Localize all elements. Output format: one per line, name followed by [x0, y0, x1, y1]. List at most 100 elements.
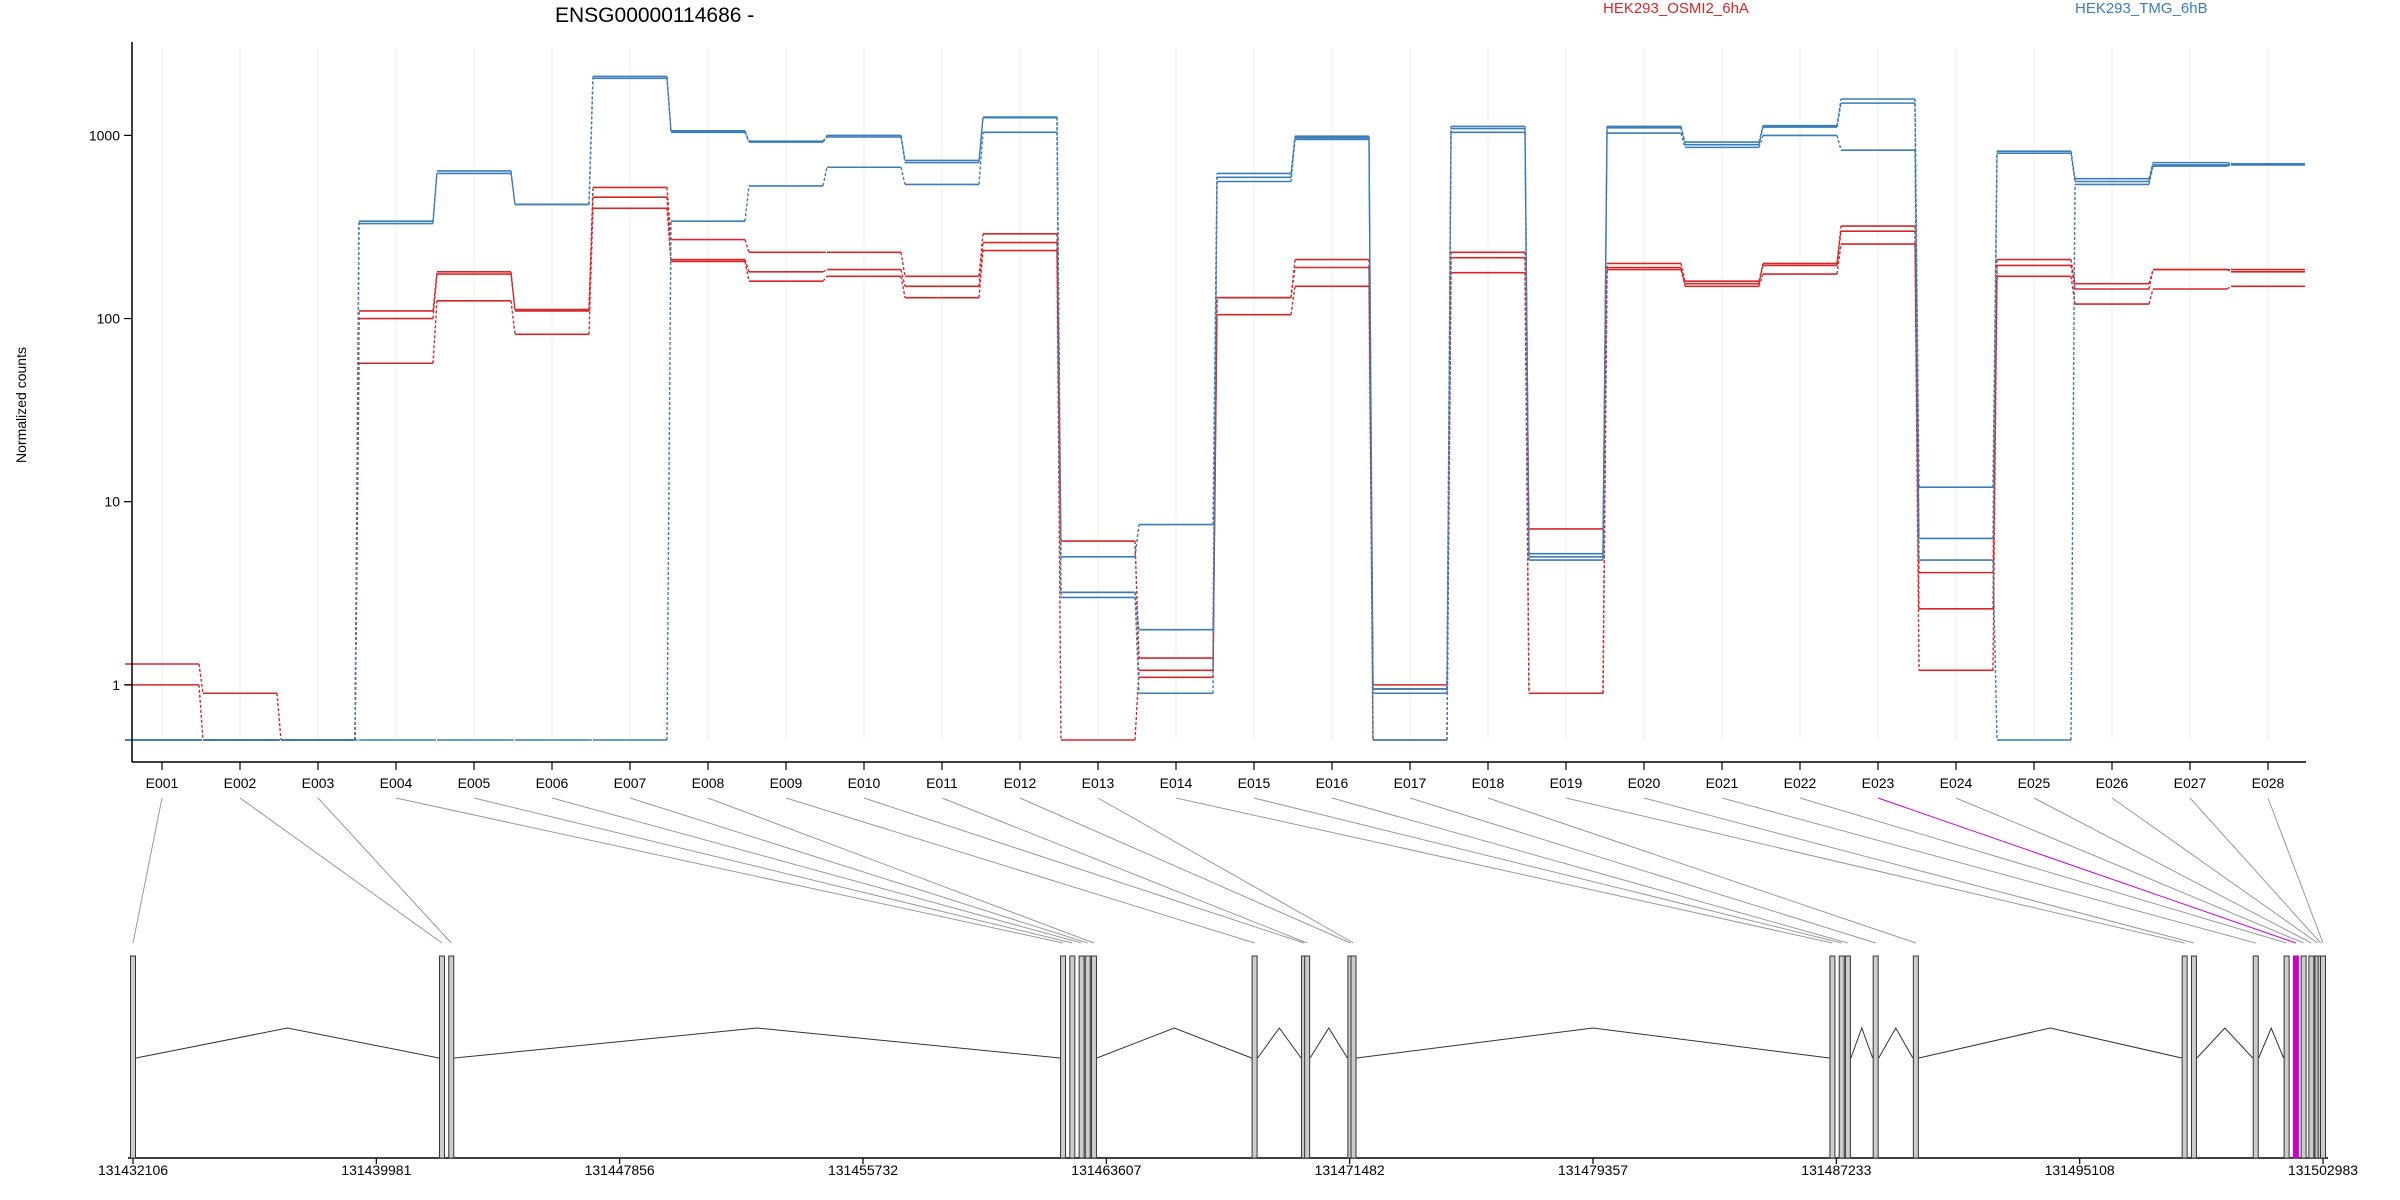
exon-connector-line [1955, 797, 2304, 944]
series-connector [1134, 524, 1140, 557]
series-connector [2226, 285, 2232, 290]
series-connector [666, 208, 672, 262]
axes: 1 10 100 1000 E001 E002 E003 E004 E005 E006 E007 E0… [89, 42, 2306, 791]
series-connector [1134, 541, 1140, 659]
series-HEK293_TMG_6hB [125, 131, 2305, 741]
exon-label: E013 [1082, 775, 1115, 791]
intron-arc [1878, 1026, 1914, 1059]
coordinate-label: 131487233 [1801, 1162, 1871, 1178]
intron-arc [1309, 1027, 1348, 1059]
series-connector [2070, 184, 2076, 741]
series-connector [1446, 132, 1452, 741]
exon-box [2292, 955, 2299, 1159]
series-connector [1056, 132, 1062, 598]
series-connector [2226, 164, 2232, 167]
series-connector [1992, 276, 1998, 671]
exon-connector-line [1721, 797, 2256, 944]
series-connector [1368, 286, 1374, 741]
exon-label: E017 [1394, 775, 1427, 791]
series-connector [900, 167, 906, 185]
series-connector [900, 269, 906, 287]
intron-arc [1356, 1027, 1830, 1059]
series-connector [1680, 269, 1686, 287]
y-tick-label: 100 [97, 311, 121, 327]
exon-label: E027 [2174, 775, 2207, 791]
exon-label: E028 [2252, 775, 2285, 791]
exon-label: E012 [1004, 775, 1037, 791]
series-connector [1134, 670, 1140, 741]
exon-connector-line [2189, 797, 2321, 944]
coordinate-label: 131439981 [341, 1162, 411, 1178]
exon-box [1084, 955, 1091, 1159]
exon-box [1090, 955, 1097, 1159]
exon-box [2320, 955, 2326, 1159]
series-connector [1368, 139, 1374, 741]
series-connector [1602, 269, 1608, 694]
exon-label: E020 [1628, 775, 1661, 791]
series-connector [1758, 126, 1764, 145]
exon-label: E003 [302, 775, 335, 791]
series-connector [1836, 225, 1842, 264]
coordinate-label: 131502983 [2288, 1162, 2358, 1178]
series-connector [744, 261, 750, 282]
exon-box [2252, 955, 2259, 1159]
exon-box [1304, 955, 1311, 1159]
series-connector [900, 276, 906, 298]
exon-label: E008 [692, 775, 725, 791]
series-connector [1836, 135, 1842, 151]
series-connector [744, 185, 750, 222]
series-connector [1758, 265, 1764, 284]
series-connector [978, 117, 984, 163]
exon-connector-line [2033, 797, 2312, 944]
coordinate-label: 131471482 [1315, 1162, 1385, 1178]
intron-arc [454, 1027, 1061, 1059]
series-connector [432, 173, 438, 224]
exon-box [1078, 955, 1085, 1159]
series-connector [1914, 244, 1920, 671]
series-connector [1290, 267, 1296, 298]
exon-connector-line [1253, 797, 1842, 944]
series-connector [666, 78, 672, 133]
exon-connector-line [317, 797, 452, 944]
series-connector [822, 275, 828, 282]
exon-box [2308, 955, 2315, 1159]
series-connector [744, 239, 750, 253]
exon-connector-line [1487, 797, 1917, 944]
exon-box [130, 955, 136, 1159]
intron-arc [2196, 1027, 2254, 1059]
series-connector [510, 173, 516, 205]
exon-connector-line [785, 797, 1255, 944]
exon-label: E018 [1472, 775, 1505, 791]
series-connector [198, 684, 204, 741]
exon-box [2283, 955, 2290, 1159]
exon-label: E007 [614, 775, 647, 791]
exon-box [448, 955, 455, 1159]
exon-box [1838, 955, 1845, 1159]
exon-connectors [132, 797, 2324, 944]
coordinate-label: 131463607 [1071, 1162, 1141, 1178]
exon-connector-line [863, 797, 1305, 944]
series-connector [1914, 150, 1920, 561]
exon-label: E014 [1160, 775, 1193, 791]
series-connector [432, 273, 438, 319]
intron-arc [2258, 1026, 2285, 1059]
series-connector [1602, 133, 1608, 561]
series-connector [822, 268, 828, 273]
exon-label: E022 [1784, 775, 1817, 791]
series-connector [744, 132, 750, 143]
series-HEK293_TMG_6hB [125, 77, 2305, 741]
y-tick-label: 10 [104, 494, 120, 510]
exon-label: E011 [926, 775, 958, 791]
y-tick-label: 1 [112, 677, 120, 693]
exon-label: E002 [224, 775, 257, 791]
series-connector [666, 221, 672, 741]
exon-connector-line [1565, 797, 2185, 944]
exon-connector-line [707, 797, 1095, 944]
exon-label: E019 [1550, 775, 1583, 791]
y-tick-label: 1000 [89, 127, 120, 143]
exon-box [2181, 955, 2188, 1159]
series-connector [1680, 132, 1686, 148]
exon-box [1872, 955, 1879, 1159]
exon-box [2300, 955, 2307, 1159]
